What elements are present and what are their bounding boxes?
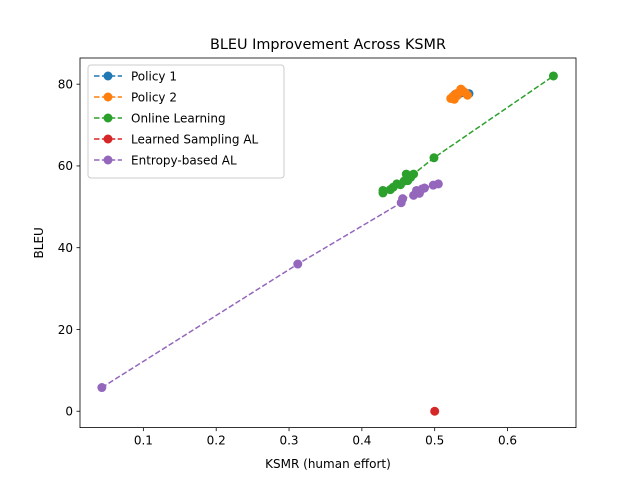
- data-point-policy-2-9: [462, 90, 472, 100]
- x-axis-label: KSMR (human effort): [265, 457, 391, 471]
- data-point-entropy-based-al-3: [398, 194, 408, 204]
- x-axis-ticks: 0.1 0.2 0.3 0.4 0.5 0.6: [134, 427, 517, 448]
- legend-label-policy-1: Policy 1: [131, 69, 177, 83]
- legend-label-learned-sampling-al: Learned Sampling AL: [131, 132, 259, 146]
- data-point-online-learning-12: [548, 71, 558, 81]
- chart-title: BLEU Improvement Across KSMR: [210, 37, 446, 53]
- data-point-online-learning-11: [429, 153, 439, 163]
- data-point-entropy-based-al-8: [420, 183, 430, 193]
- series-layer: [97, 71, 558, 416]
- plot-area-frame: [79, 57, 577, 429]
- y-tick-label: 80: [58, 77, 73, 91]
- y-axis-label: BLEU: [32, 227, 46, 258]
- x-tick-label: 0.1: [134, 434, 153, 448]
- y-axis-ticks: 0 20 40 60 80: [58, 77, 80, 419]
- legend-marker-entropy-based-al: [103, 155, 113, 165]
- data-point-entropy-based-al-1: [293, 259, 303, 269]
- data-point-entropy-based-al-10: [433, 179, 443, 189]
- x-tick-label: 0.2: [207, 434, 226, 448]
- data-point-online-learning-1: [378, 185, 388, 195]
- legend-marker-policy-2: [103, 92, 113, 102]
- data-point-learned-sampling-al-0: [430, 406, 440, 416]
- series-learned-sampling-al: [430, 406, 440, 416]
- legend: Policy 1 Policy 2 Online Learning Learned S…: [87, 64, 285, 179]
- y-tick-label: 40: [58, 241, 73, 255]
- legend-label-online-learning: Online Learning: [131, 111, 226, 125]
- legend-label-entropy-based-al: Entropy-based AL: [131, 153, 237, 167]
- series-policy-2: [446, 84, 472, 104]
- x-tick-label: 0.6: [498, 434, 517, 448]
- y-tick-label: 60: [58, 159, 73, 173]
- legend-marker-policy-1: [103, 71, 113, 81]
- data-point-entropy-based-al-0: [97, 383, 107, 393]
- legend-marker-online-learning: [103, 113, 113, 123]
- data-point-online-learning-10: [409, 169, 419, 179]
- legend-label-policy-2: Policy 2: [131, 90, 177, 104]
- series-online-learning: [378, 71, 558, 198]
- x-tick-label: 0.5: [425, 434, 444, 448]
- x-tick-label: 0.4: [352, 434, 371, 448]
- x-tick-label: 0.3: [279, 434, 298, 448]
- y-tick-label: 0: [65, 405, 73, 419]
- y-tick-label: 20: [58, 323, 73, 337]
- series-entropy-based-al: [97, 179, 443, 393]
- legend-box: [87, 64, 285, 179]
- legend-marker-learned-sampling-al: [103, 134, 113, 144]
